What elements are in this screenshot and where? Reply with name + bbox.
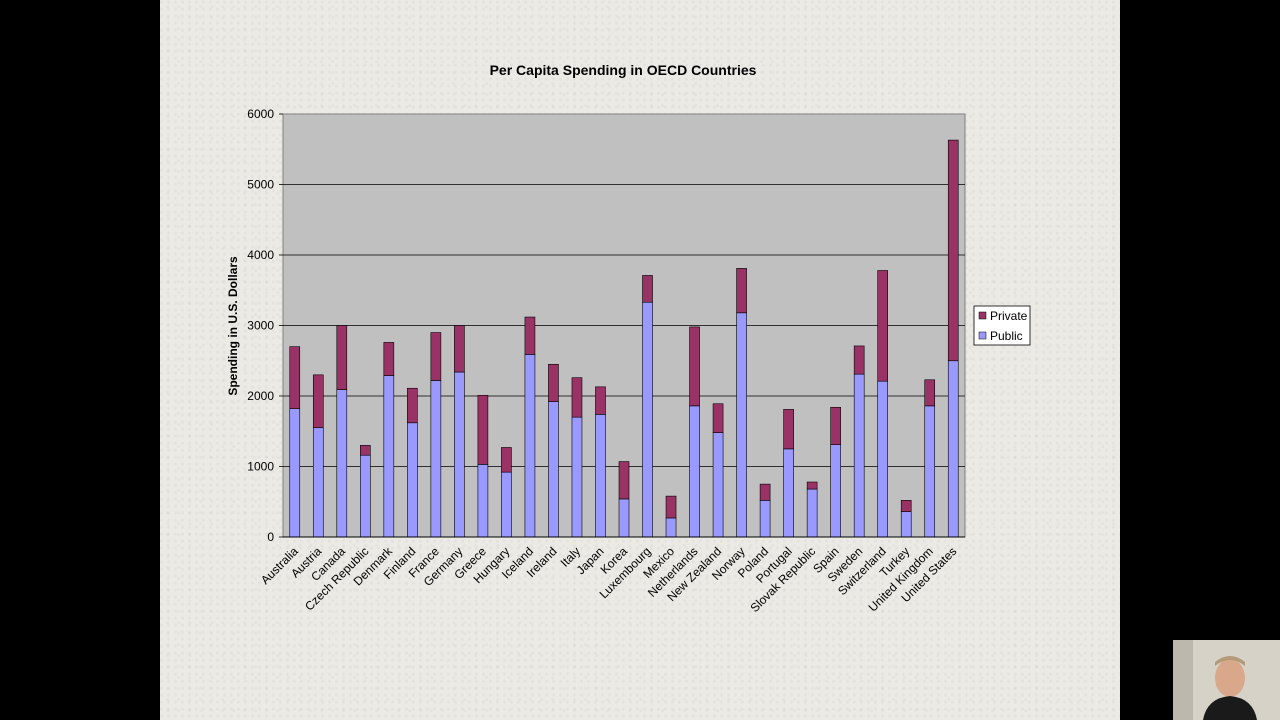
y-tick-label: 3000 — [247, 319, 274, 333]
bar-public-switzerland — [877, 380, 888, 538]
legend: Private Public — [973, 305, 1031, 346]
gridlines — [283, 184, 965, 467]
bar-private-netherlands — [689, 326, 700, 407]
bar-private-germany — [454, 325, 465, 373]
bar-public-norway — [736, 312, 747, 538]
bar-public-canada — [336, 389, 348, 538]
bar-public-united-kingdom — [924, 405, 936, 538]
bar-private-greece — [477, 394, 489, 465]
y-axis-label: Spending in U.S. Dollars — [226, 256, 240, 396]
bar-private-turkey — [900, 500, 912, 512]
bar-public-finland — [407, 422, 418, 538]
bar-private-sweden — [853, 345, 865, 375]
bar-public-new-zealand — [712, 432, 724, 538]
bar-public-slovak-republic — [806, 488, 818, 538]
bar-private-austria — [312, 374, 324, 429]
legend-swatch-private — [978, 311, 987, 320]
bar-private-new-zealand — [712, 403, 724, 433]
bar-private-norway — [736, 268, 747, 314]
bar-private-japan — [595, 386, 606, 415]
bar-private-canada — [336, 325, 348, 390]
y-tick-label: 1000 — [247, 460, 274, 474]
bar-public-ireland — [548, 401, 559, 538]
bar-private-mexico — [665, 495, 677, 519]
bar-public-france — [430, 380, 442, 538]
bar-private-poland — [759, 483, 771, 501]
bar-public-japan — [595, 414, 606, 538]
bar-private-france — [430, 332, 442, 381]
legend-label-private: Private — [990, 309, 1028, 323]
bar-private-ireland — [548, 363, 559, 402]
bar-public-germany — [454, 371, 465, 538]
y-tick-label: 0 — [267, 530, 274, 544]
bar-public-korea — [618, 498, 630, 538]
bar-private-iceland — [524, 316, 536, 355]
y-tick-label: 5000 — [247, 178, 274, 192]
bar-private-portugal — [783, 409, 794, 450]
bar-private-hungary — [501, 447, 512, 473]
bar-private-spain — [830, 406, 841, 445]
bar-public-greece — [477, 464, 489, 538]
bars — [289, 139, 959, 538]
bar-public-hungary — [501, 471, 512, 538]
bar-private-united-kingdom — [924, 379, 936, 407]
y-tick-label: 4000 — [247, 248, 274, 262]
bar-public-netherlands — [689, 405, 700, 538]
bar-private-korea — [618, 461, 630, 500]
bar-public-italy — [571, 416, 583, 538]
bar-private-denmark — [383, 342, 395, 376]
bar-public-austria — [312, 427, 324, 538]
bar-public-iceland — [524, 354, 536, 538]
bar-public-spain — [830, 444, 841, 538]
bar-public-czech-republic — [360, 454, 371, 538]
bar-private-czech-republic — [360, 445, 371, 456]
bar-public-sweden — [853, 373, 865, 538]
presenter-webcam — [1173, 640, 1280, 720]
bar-private-italy — [571, 377, 583, 418]
bar-public-australia — [289, 408, 301, 538]
bar-private-slovak-republic — [806, 481, 818, 490]
bar-public-turkey — [900, 511, 912, 538]
bar-private-switzerland — [877, 270, 888, 382]
legend-swatch-public — [978, 331, 987, 340]
bar-private-luxembourg — [642, 275, 653, 303]
bar-private-australia — [289, 346, 301, 409]
legend-label-public: Public — [990, 329, 1023, 343]
chart-title: Per Capita Spending in OECD Countries — [490, 62, 757, 78]
bar-public-luxembourg — [642, 301, 653, 538]
bar-private-finland — [407, 387, 418, 424]
y-tick-label: 2000 — [247, 389, 274, 403]
bar-public-poland — [759, 500, 771, 538]
bar-private-united-states — [947, 139, 959, 362]
y-tick-label: 6000 — [247, 107, 274, 121]
bar-public-united-states — [947, 360, 959, 538]
bar-public-portugal — [783, 448, 794, 538]
y-axis: 0 1000 2000 3000 4000 5000 6000 — [247, 107, 283, 544]
bar-public-mexico — [665, 517, 677, 538]
bar-public-denmark — [383, 375, 395, 538]
